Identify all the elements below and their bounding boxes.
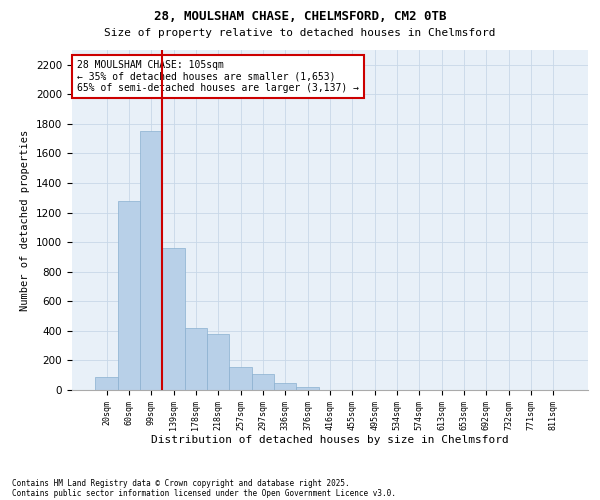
Text: Contains HM Land Registry data © Crown copyright and database right 2025.: Contains HM Land Registry data © Crown c…	[12, 478, 350, 488]
Bar	[296, 387, 319, 390]
Bar	[229, 367, 252, 390]
Bar	[163, 248, 185, 390]
X-axis label: Distribution of detached houses by size in Chelmsford: Distribution of detached houses by size …	[151, 436, 509, 446]
Y-axis label: Number of detached properties: Number of detached properties	[20, 130, 31, 310]
Bar	[140, 132, 163, 390]
Text: Size of property relative to detached houses in Chelmsford: Size of property relative to detached ho…	[104, 28, 496, 38]
Text: 28 MOULSHAM CHASE: 105sqm
← 35% of detached houses are smaller (1,653)
65% of se: 28 MOULSHAM CHASE: 105sqm ← 35% of detac…	[77, 60, 359, 94]
Bar	[118, 201, 140, 390]
Bar	[274, 384, 296, 390]
Bar	[95, 376, 118, 390]
Bar	[207, 334, 229, 390]
Text: Contains public sector information licensed under the Open Government Licence v3: Contains public sector information licen…	[12, 488, 396, 498]
Bar	[252, 374, 274, 390]
Bar	[185, 328, 207, 390]
Text: 28, MOULSHAM CHASE, CHELMSFORD, CM2 0TB: 28, MOULSHAM CHASE, CHELMSFORD, CM2 0TB	[154, 10, 446, 23]
